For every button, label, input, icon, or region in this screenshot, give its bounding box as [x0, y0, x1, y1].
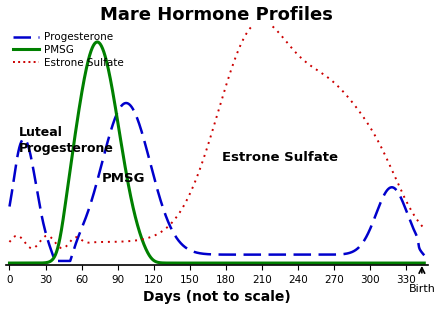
X-axis label: Days (not to scale): Days (not to scale) — [143, 290, 291, 304]
Text: Luteal
Progesterone: Luteal Progesterone — [19, 126, 114, 155]
Text: Estrone Sulfate: Estrone Sulfate — [222, 151, 338, 164]
Title: Mare Hormone Profiles: Mare Hormone Profiles — [100, 6, 333, 24]
Legend: Progesterone, PMSG, Estrone Sulfate: Progesterone, PMSG, Estrone Sulfate — [11, 30, 126, 70]
Text: Birth: Birth — [408, 284, 435, 294]
Text: PMSG: PMSG — [102, 172, 145, 185]
